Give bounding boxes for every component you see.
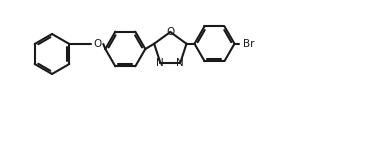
Text: O: O xyxy=(166,27,175,37)
Text: Br: Br xyxy=(243,39,255,49)
Text: N: N xyxy=(156,58,164,68)
Text: N: N xyxy=(176,58,184,68)
Text: O: O xyxy=(93,39,101,49)
